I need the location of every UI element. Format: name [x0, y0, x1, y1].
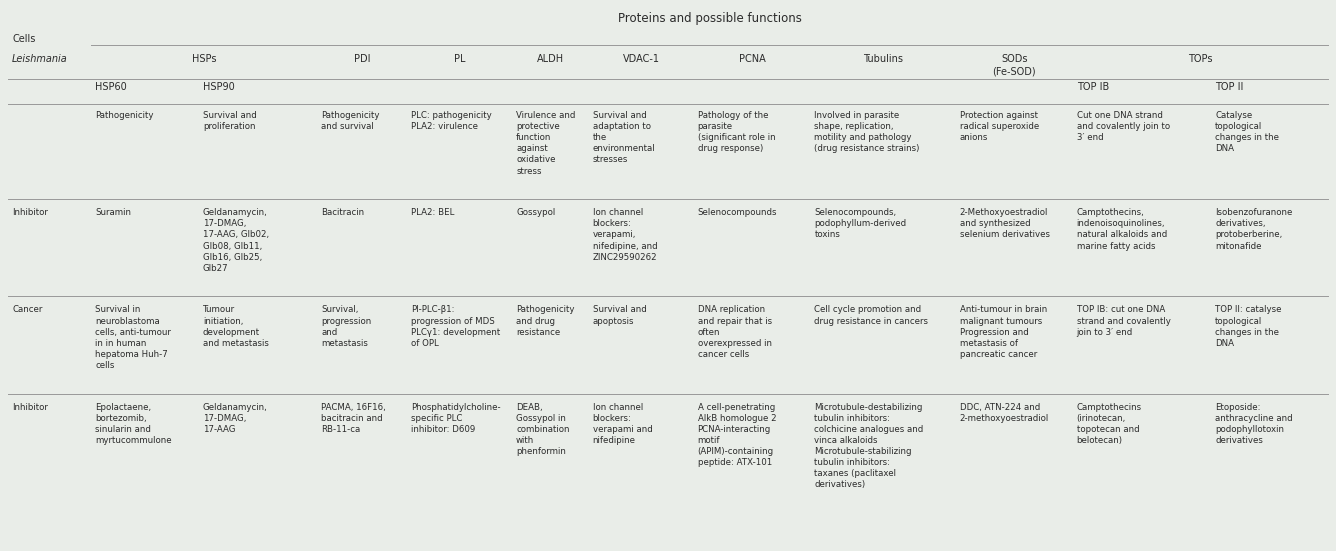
- Text: Virulence and
protective
function
against
oxidative
stress: Virulence and protective function agains…: [516, 111, 576, 176]
- Text: Isobenzofuranone
derivatives,
protoberberine,
mitonafide: Isobenzofuranone derivatives, protoberbe…: [1214, 208, 1292, 251]
- Text: Inhibitor: Inhibitor: [12, 208, 48, 217]
- Text: Selenocompounds: Selenocompounds: [697, 208, 778, 217]
- Text: Survival in
neuroblastoma
cells, anti-tumour
in in human
hepatoma Huh-7
cells: Survival in neuroblastoma cells, anti-tu…: [95, 305, 171, 370]
- Text: TOPs: TOPs: [1188, 54, 1213, 64]
- Text: Catalyse
topological
changes in the
DNA: Catalyse topological changes in the DNA: [1214, 111, 1279, 153]
- Text: Selenocompounds,
podophyllum-derived
toxins: Selenocompounds, podophyllum-derived tox…: [815, 208, 907, 240]
- Text: HSPs: HSPs: [192, 54, 216, 64]
- Text: TOP IB: cut one DNA
strand and covalently
join to 3′ end: TOP IB: cut one DNA strand and covalentl…: [1077, 305, 1170, 337]
- Text: PLC: pathogenicity
PLA2: virulence: PLC: pathogenicity PLA2: virulence: [411, 111, 492, 131]
- Text: Suramin: Suramin: [95, 208, 131, 217]
- Text: PCNA: PCNA: [739, 54, 766, 64]
- Text: Survival and
proliferation: Survival and proliferation: [203, 111, 257, 131]
- Text: Phosphatidylcholine-
specific PLC
inhibitor: D609: Phosphatidylcholine- specific PLC inhibi…: [411, 403, 501, 434]
- Text: TOP II: catalyse
topological
changes in the
DNA: TOP II: catalyse topological changes in …: [1214, 305, 1281, 348]
- Text: HSP60: HSP60: [95, 82, 127, 92]
- Text: Involved in parasite
shape, replication,
motility and pathology
(drug resistance: Involved in parasite shape, replication,…: [815, 111, 921, 153]
- Text: TOP IB: TOP IB: [1077, 82, 1109, 92]
- Text: PLA2: BEL: PLA2: BEL: [411, 208, 454, 217]
- Text: SODs
(Fe-SOD): SODs (Fe-SOD): [993, 54, 1035, 77]
- Text: Inhibitor: Inhibitor: [12, 403, 48, 412]
- Text: Leishmania: Leishmania: [12, 54, 68, 64]
- Text: Pathogenicity: Pathogenicity: [95, 111, 154, 120]
- Text: Ion channel
blockers:
verapami,
nifedipine, and
ZINC29590262: Ion channel blockers: verapami, nifedipi…: [593, 208, 657, 262]
- Text: Bacitracin: Bacitracin: [321, 208, 365, 217]
- Text: HSP90: HSP90: [203, 82, 235, 92]
- Text: Anti-tumour in brain
malignant tumours
Progression and
metastasis of
pancreatic : Anti-tumour in brain malignant tumours P…: [959, 305, 1047, 359]
- Text: PL: PL: [454, 54, 465, 64]
- Text: Cut one DNA strand
and covalently join to
3′ end: Cut one DNA strand and covalently join t…: [1077, 111, 1170, 142]
- Text: Protection against
radical superoxide
anions: Protection against radical superoxide an…: [959, 111, 1039, 142]
- Text: Geldanamycin,
17-DMAG,
17-AAG: Geldanamycin, 17-DMAG, 17-AAG: [203, 403, 267, 434]
- Text: Tumour
initiation,
development
and metastasis: Tumour initiation, development and metas…: [203, 305, 269, 348]
- Text: Camptothecins,
indenoisoquinolines,
natural alkaloids and
marine fatty acids: Camptothecins, indenoisoquinolines, natu…: [1077, 208, 1166, 251]
- Text: Cancer: Cancer: [12, 305, 43, 315]
- Text: PACMA, 16F16,
bacitracin and
RB-11-ca: PACMA, 16F16, bacitracin and RB-11-ca: [321, 403, 386, 434]
- Text: 2-Methoxyoestradiol
and synthesized
selenium derivatives: 2-Methoxyoestradiol and synthesized sele…: [959, 208, 1050, 240]
- Text: TOP II: TOP II: [1214, 82, 1244, 92]
- Text: Survival,
progression
and
metastasis: Survival, progression and metastasis: [321, 305, 371, 348]
- Text: Tubulins: Tubulins: [863, 54, 903, 64]
- Text: DEAB,
Gossypol in
combination
with
phenformin: DEAB, Gossypol in combination with phenf…: [516, 403, 569, 456]
- Text: Pathogenicity
and survival: Pathogenicity and survival: [321, 111, 379, 131]
- Text: PI-PLC-β1:
progression of MDS
PLCγ1: development
of OPL: PI-PLC-β1: progression of MDS PLCγ1: dev…: [411, 305, 501, 348]
- Text: Microtubule-destabilizing
tubulin inhibitors:
colchicine analogues and
vinca alk: Microtubule-destabilizing tubulin inhibi…: [815, 403, 923, 489]
- Text: Pathology of the
parasite
(significant role in
drug response): Pathology of the parasite (significant r…: [697, 111, 775, 153]
- Text: VDAC-1: VDAC-1: [623, 54, 660, 64]
- Text: Epolactaene,
bortezomib,
sinularin and
myrtucommulone: Epolactaene, bortezomib, sinularin and m…: [95, 403, 172, 445]
- Text: Ion channel
blockers:
verapami and
nifedipine: Ion channel blockers: verapami and nifed…: [593, 403, 652, 445]
- Text: Proteins and possible functions: Proteins and possible functions: [617, 12, 802, 25]
- Text: Pathogenicity
and drug
resistance: Pathogenicity and drug resistance: [516, 305, 574, 337]
- Text: DNA replication
and repair that is
often
overexpressed in
cancer cells: DNA replication and repair that is often…: [697, 305, 772, 359]
- Text: Survival and
adaptation to
the
environmental
stresses: Survival and adaptation to the environme…: [593, 111, 656, 164]
- Text: Cell cycle promotion and
drug resistance in cancers: Cell cycle promotion and drug resistance…: [815, 305, 929, 326]
- Text: Etoposide:
anthracycline and
podophyllotoxin
derivatives: Etoposide: anthracycline and podophyllot…: [1214, 403, 1293, 445]
- Text: PDI: PDI: [354, 54, 370, 64]
- Text: Survival and
apoptosis: Survival and apoptosis: [593, 305, 647, 326]
- Text: Gossypol: Gossypol: [516, 208, 556, 217]
- Text: Geldanamycin,
17-DMAG,
17-AAG, Glb02,
Glb08, Glb11,
Glb16, Glb25,
Glb27: Geldanamycin, 17-DMAG, 17-AAG, Glb02, Gl…: [203, 208, 269, 273]
- Text: ALDH: ALDH: [537, 54, 564, 64]
- Text: A cell-penetrating
AlkB homologue 2
PCNA-interacting
motif
(APIM)-containing
pep: A cell-penetrating AlkB homologue 2 PCNA…: [697, 403, 776, 467]
- Text: DDC, ATN-224 and
2-methoxyoestradiol: DDC, ATN-224 and 2-methoxyoestradiol: [959, 403, 1049, 423]
- Text: Cells: Cells: [12, 34, 35, 44]
- Text: Camptothecins
(irinotecan,
topotecan and
belotecan): Camptothecins (irinotecan, topotecan and…: [1077, 403, 1142, 445]
